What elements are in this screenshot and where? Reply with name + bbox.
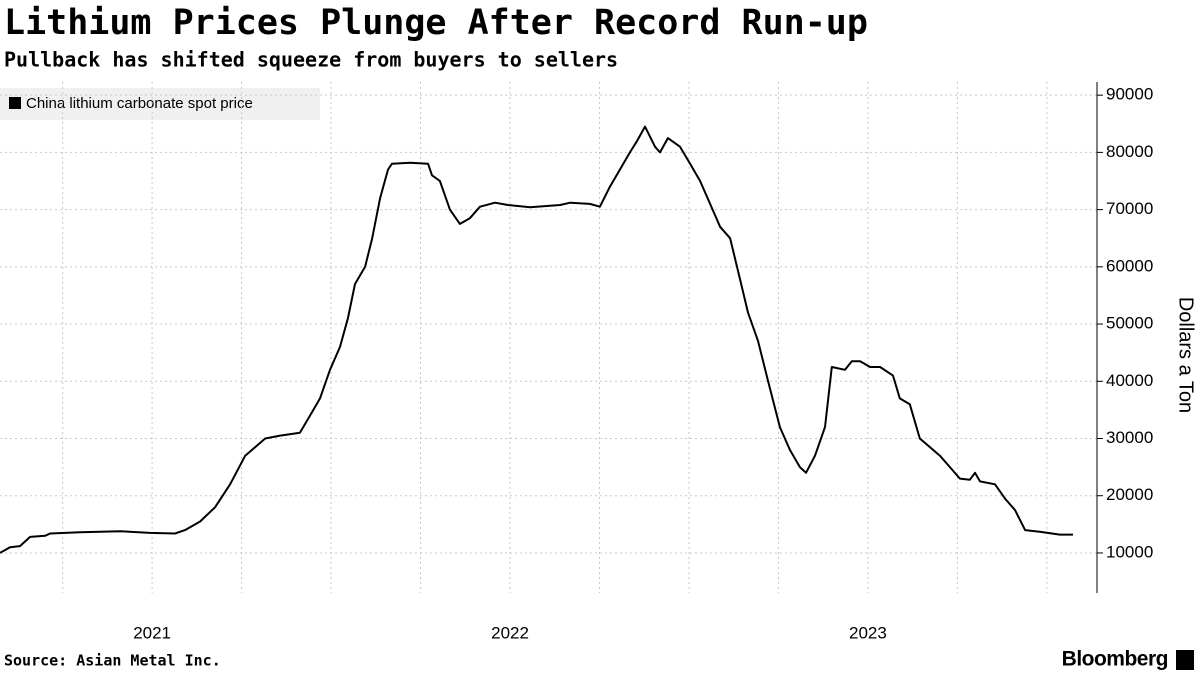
x-tick-label: 2022: [491, 623, 529, 642]
y-tick-label: 50000: [1106, 314, 1153, 333]
chart-subtitle: Pullback has shifted squeeze from buyers…: [4, 48, 618, 72]
source: Source: Asian Metal Inc.: [4, 652, 221, 670]
y-tick-label: 80000: [1106, 142, 1153, 161]
y-tick-label: 40000: [1106, 371, 1153, 390]
chart-title: Lithium Prices Plunge After Record Run-u…: [4, 3, 868, 43]
legend-label: China lithium carbonate spot price: [26, 95, 253, 112]
x-tick-label: 2023: [849, 623, 887, 642]
y-tick-label: 70000: [1106, 199, 1153, 218]
y-axis-label: Dollars a Ton: [1175, 297, 1197, 413]
brand-icon: [1176, 650, 1194, 670]
y-tick-label: 10000: [1106, 542, 1153, 561]
y-tick-label: 60000: [1106, 256, 1153, 275]
legend-box: [0, 88, 320, 120]
x-tick-label: 2021: [133, 623, 171, 642]
y-tick-label: 90000: [1106, 85, 1153, 104]
brand: Bloomberg: [1062, 648, 1168, 671]
legend-swatch: [9, 97, 21, 109]
y-tick-label: 30000: [1106, 428, 1153, 447]
price-line: [0, 125, 1073, 554]
y-tick-label: 20000: [1106, 485, 1153, 504]
